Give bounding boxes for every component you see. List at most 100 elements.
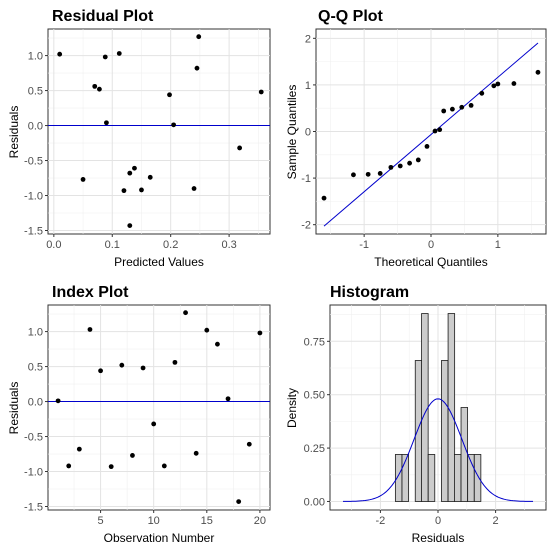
histogram-bar	[414, 360, 423, 502]
data-point	[194, 65, 200, 71]
data-point	[365, 171, 371, 177]
x-axis-label: Observation Number	[104, 531, 215, 545]
histogram-bar	[454, 454, 462, 502]
x-tick-label: 10	[148, 515, 160, 527]
data-point	[449, 106, 455, 112]
y-tick-label: 0.00	[304, 496, 325, 508]
data-point	[236, 499, 242, 505]
data-point	[57, 51, 63, 57]
data-point	[204, 327, 210, 333]
x-tick-label: 15	[201, 515, 213, 527]
y-tick-labels: -2 -1 0 1 2	[301, 33, 316, 232]
y-tick-label: -1.5	[24, 226, 43, 238]
data-point	[424, 144, 430, 149]
data-point	[495, 81, 501, 87]
y-tick-label: 0.5	[28, 86, 43, 98]
y-tick-label: 0	[305, 127, 311, 139]
y-tick-label: -1.0	[24, 467, 43, 479]
data-point	[167, 92, 172, 98]
y-axis-label: Density	[285, 388, 299, 428]
data-point	[121, 188, 127, 194]
data-point	[97, 86, 102, 92]
y-tick-label: -1	[301, 173, 311, 185]
data-point	[511, 81, 517, 86]
data-point	[132, 165, 137, 171]
x-tick-labels: 5 10 15 20	[98, 510, 266, 527]
density-curve	[342, 398, 534, 502]
data-point	[459, 104, 465, 110]
x-tick-labels: -1 0 1	[359, 234, 501, 251]
data-point	[196, 34, 202, 40]
y-tick-label: 2	[305, 33, 311, 45]
x-tick-label: 0.2	[163, 239, 178, 251]
data-point	[258, 89, 264, 95]
data-point	[161, 463, 167, 469]
data-point	[80, 177, 86, 182]
qq-reference-line	[323, 42, 539, 227]
data-point	[140, 365, 146, 371]
y-tick-labels: 0.00 0.25 0.50 0.75	[304, 336, 330, 508]
density-curve-line	[342, 398, 534, 502]
histogram-bar	[447, 313, 456, 502]
data-point	[397, 163, 403, 169]
panel-histogram: Histogram -2 0 2 0.00 0.25 0.50 0.75 Residual…	[285, 284, 547, 545]
data-point	[407, 160, 413, 166]
chart-title: Histogram	[330, 284, 409, 301]
data-point	[116, 51, 122, 56]
panel-index-plot: Index Plot 5 10 15 20 -1.5 -1.0 -0.5 0.0 0.5 1.0…	[7, 284, 271, 545]
data-point	[119, 362, 125, 368]
x-tick-label: -1	[359, 239, 369, 251]
chart-title: Residual Plot	[52, 8, 154, 25]
data-point	[257, 330, 263, 336]
x-tick-labels: -2 0 2	[376, 510, 499, 527]
histogram-bar	[394, 454, 403, 502]
panel-residual-plot: Residual Plot 0.0 0.1 0.2 0.3 -1.5 -1.0 -0.5 0…	[7, 8, 271, 269]
x-axis-label: Theoretical Quantiles	[374, 255, 487, 269]
grid-lines	[316, 29, 546, 234]
data-point	[130, 453, 135, 458]
data-point	[225, 396, 231, 402]
data-point	[432, 128, 438, 134]
data-point	[76, 446, 82, 452]
data-points	[321, 69, 541, 201]
data-point	[351, 172, 356, 178]
data-point	[183, 310, 188, 316]
y-tick-labels: -1.5 -1.0 -0.5 0.0 0.5 1.0	[24, 327, 48, 514]
data-point	[215, 341, 220, 347]
histogram-bar	[441, 360, 449, 502]
data-point	[127, 170, 133, 176]
x-tick-label: 1	[495, 239, 501, 251]
data-point	[108, 464, 114, 470]
y-tick-label: 0.50	[304, 390, 325, 402]
x-tick-label: 0.0	[46, 239, 61, 251]
data-point	[479, 90, 485, 96]
x-tick-label: 2	[493, 515, 499, 527]
data-point	[377, 171, 383, 176]
y-axis-label: Sample Quantiles	[285, 85, 299, 180]
data-point	[127, 223, 133, 229]
y-tick-label: -2	[301, 220, 311, 232]
y-tick-label: 1.0	[28, 327, 43, 339]
x-tick-label: -2	[376, 515, 386, 527]
data-point	[147, 174, 153, 180]
x-tick-label: 0.3	[221, 239, 236, 251]
x-tick-label: 0	[428, 239, 434, 251]
y-tick-label: 0.5	[28, 362, 43, 374]
data-point	[468, 103, 474, 108]
histogram-bar	[427, 454, 436, 502]
data-point	[437, 127, 443, 133]
x-tick-label: 0.1	[105, 239, 120, 251]
data-point	[171, 122, 177, 128]
data-point	[491, 83, 497, 89]
data-point	[193, 450, 199, 456]
data-point	[87, 327, 93, 332]
data-point	[388, 164, 394, 170]
histogram-bar	[401, 454, 409, 502]
chart-title: Index Plot	[52, 284, 129, 301]
x-tick-label: 20	[254, 515, 266, 527]
histogram-bar	[473, 454, 482, 502]
y-tick-label: -0.5	[24, 432, 43, 444]
y-axis-label: Residuals	[7, 382, 21, 435]
data-point	[139, 187, 144, 193]
data-point	[535, 69, 541, 75]
